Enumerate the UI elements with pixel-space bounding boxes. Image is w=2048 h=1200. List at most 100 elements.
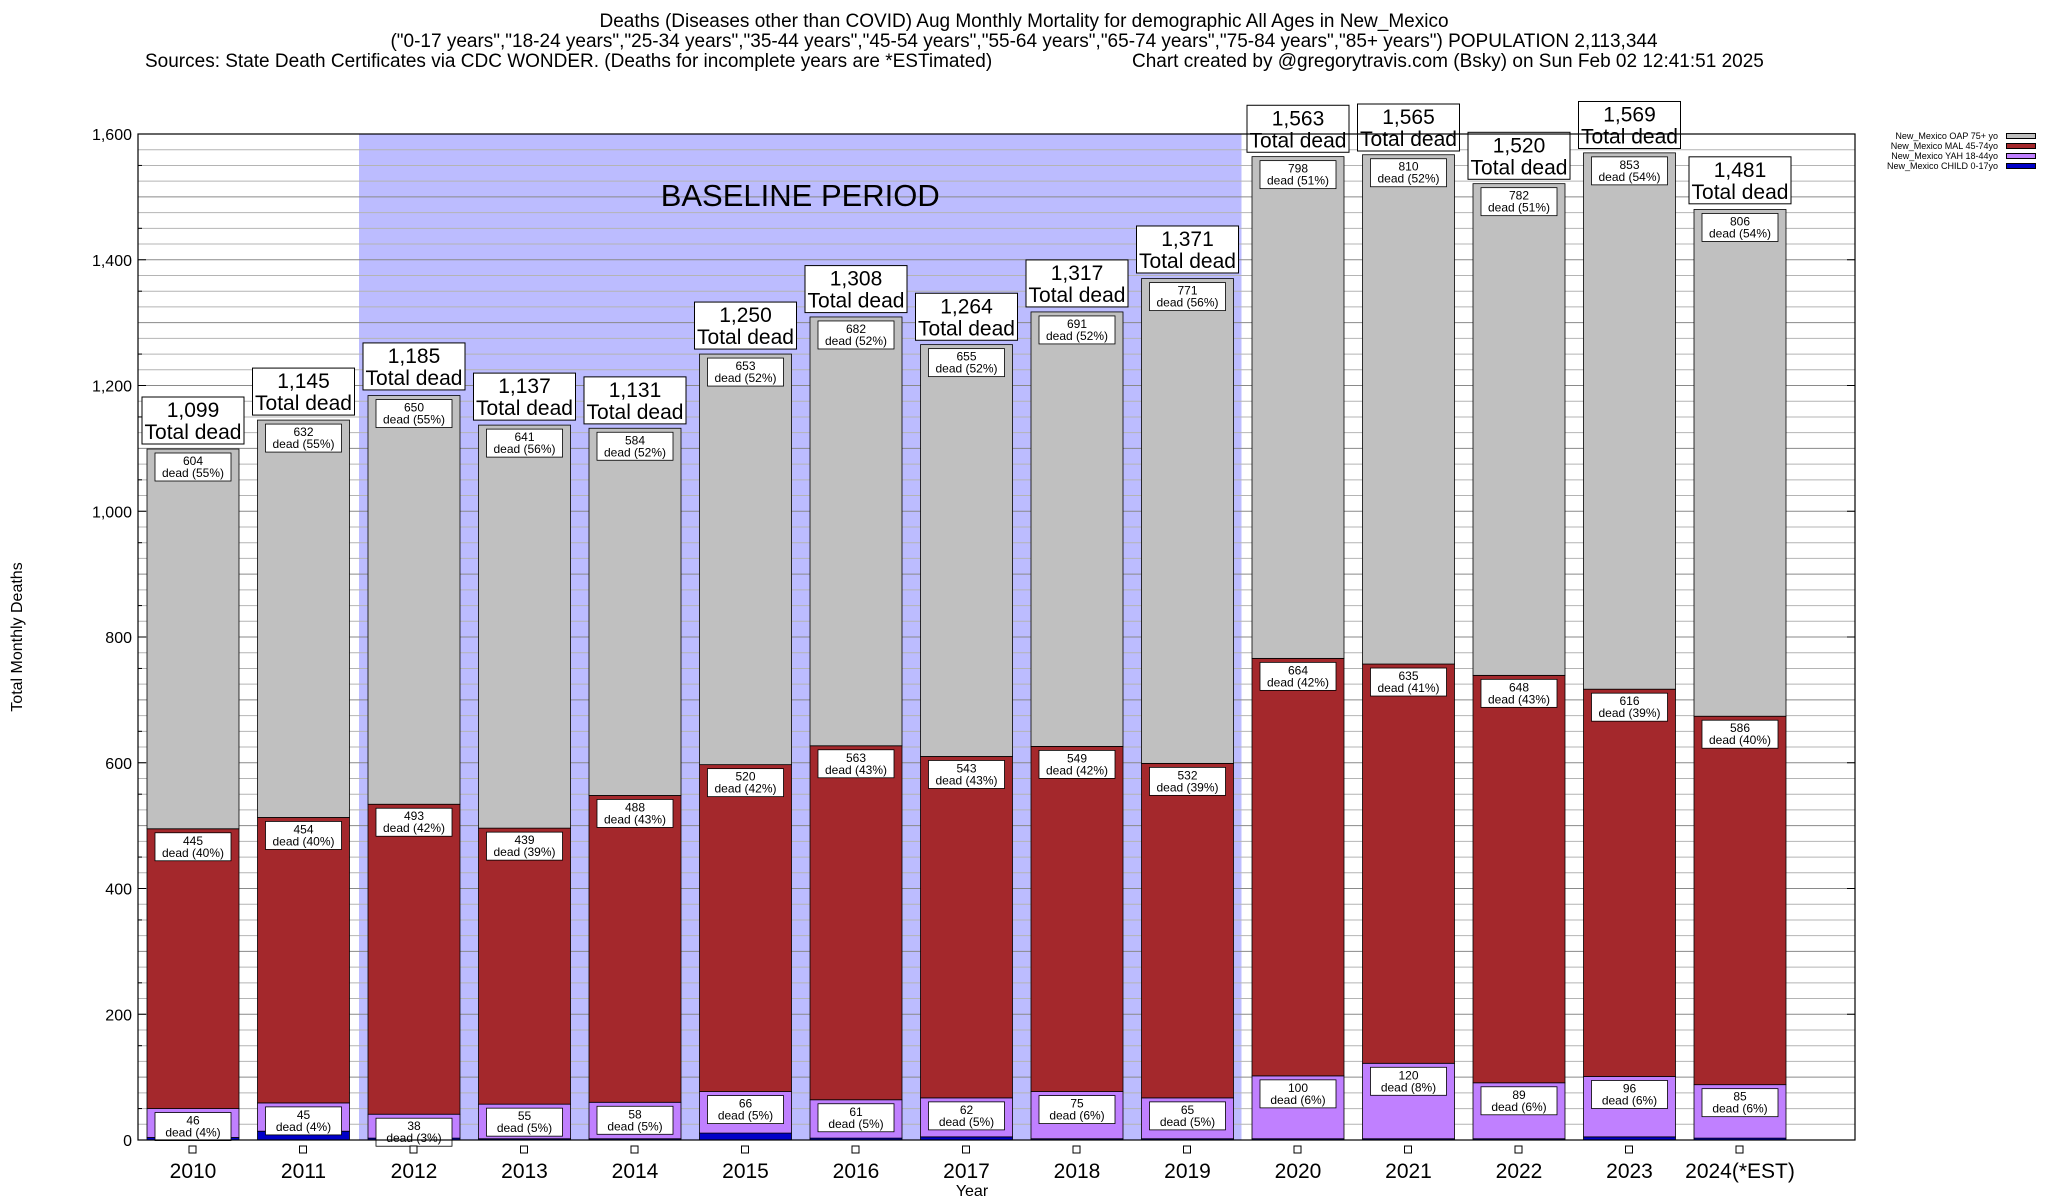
y-axis-label: Total Monthly Deaths bbox=[9, 562, 26, 711]
segment-label-box bbox=[1259, 160, 1337, 190]
bar-segment-oap bbox=[920, 344, 1013, 757]
total-label-value: 1,563 bbox=[1272, 107, 1325, 130]
segment-label-percent: dead (52%) bbox=[935, 362, 997, 376]
bar-segment-mal bbox=[1362, 663, 1455, 1064]
sources-note: Sources: State Death Certificates via CD… bbox=[145, 51, 993, 72]
segment-label-percent: dead (51%) bbox=[1488, 201, 1550, 215]
total-label-value: 1,137 bbox=[498, 375, 551, 398]
x-tick-label: 2012 bbox=[391, 1160, 438, 1183]
segment-label-value: 782 bbox=[1509, 189, 1529, 203]
total-label-suffix: Total dead bbox=[255, 392, 352, 415]
bar-segment-child bbox=[699, 1132, 792, 1141]
segment-label-value: 96 bbox=[1623, 1081, 1637, 1095]
segment-label-value: 46 bbox=[186, 1114, 200, 1128]
segment-label-box bbox=[486, 428, 563, 458]
segment-label-percent: dead (4%) bbox=[165, 1126, 220, 1140]
bar-segment-mal bbox=[257, 817, 350, 1104]
child-count-marker bbox=[299, 1145, 307, 1154]
segment-label-percent: dead (43%) bbox=[935, 773, 997, 787]
segment-label-percent: dead (52%) bbox=[825, 334, 887, 348]
y-tick-label: 800 bbox=[105, 630, 132, 647]
total-label-box bbox=[1357, 103, 1460, 152]
segment-label-box bbox=[1480, 1086, 1558, 1116]
segment-label-box bbox=[1370, 667, 1447, 697]
segment-label-box bbox=[1259, 661, 1337, 691]
child-count-marker bbox=[962, 1145, 970, 1154]
segment-label-box bbox=[1480, 187, 1558, 217]
segment-label-percent: dead (42%) bbox=[383, 821, 445, 835]
segment-label-percent: dead (40%) bbox=[272, 834, 334, 848]
segment-label-box bbox=[817, 320, 895, 350]
segment-label-box bbox=[596, 431, 674, 461]
total-label-suffix: Total dead bbox=[1029, 284, 1126, 307]
y-tick-label: 200 bbox=[105, 1007, 132, 1024]
segment-label-value: 853 bbox=[1619, 158, 1639, 172]
segment-label-box bbox=[1038, 1095, 1116, 1124]
total-label-value: 1,565 bbox=[1382, 106, 1435, 129]
x-tick-label: 2024(*EST) bbox=[1685, 1160, 1795, 1183]
total-label-suffix: Total dead bbox=[476, 397, 573, 420]
segment-label-value: 549 bbox=[1067, 751, 1087, 765]
bar-segment-mal bbox=[920, 756, 1013, 1099]
segment-label-box bbox=[154, 452, 232, 482]
x-tick-label: 2013 bbox=[501, 1160, 548, 1183]
child-count-marker bbox=[1735, 1145, 1744, 1154]
bar-segment-oap bbox=[809, 316, 903, 747]
segment-label-value: 648 bbox=[1509, 680, 1529, 694]
bar-segment-oap bbox=[588, 427, 682, 796]
bar-segment-oap bbox=[257, 419, 350, 818]
legend-label-child: New_Mexico CHILD 0-17yo bbox=[1886, 161, 1998, 171]
segment-label-percent: dead (42%) bbox=[1046, 763, 1108, 777]
segment-label-value: 62 bbox=[960, 1103, 974, 1117]
total-label-suffix: Total dead bbox=[1250, 129, 1347, 152]
x-tick-label: 2020 bbox=[1275, 1160, 1322, 1183]
bar-segment-oap bbox=[1693, 209, 1787, 717]
total-label-box bbox=[473, 372, 576, 421]
segment-label-value: 75 bbox=[1070, 1097, 1084, 1111]
segment-label-box bbox=[1149, 282, 1226, 312]
child-count-marker bbox=[630, 1145, 639, 1154]
segment-label-box bbox=[154, 1112, 232, 1141]
segment-label-percent: dead (54%) bbox=[1598, 170, 1660, 184]
segment-label-box bbox=[928, 760, 1005, 789]
legend-label-oap: New_Mexico OAP 75+ yo bbox=[1895, 131, 1998, 141]
total-label-value: 1,569 bbox=[1603, 103, 1656, 126]
y-tick-label: 0 bbox=[123, 1133, 132, 1150]
total-label-box bbox=[1136, 225, 1239, 274]
child-count-marker bbox=[851, 1145, 860, 1154]
y-tick-label: 1,600 bbox=[92, 127, 132, 144]
total-label-value: 1,481 bbox=[1714, 159, 1767, 182]
segment-label-value: 120 bbox=[1398, 1068, 1418, 1082]
segment-label-box bbox=[1591, 692, 1668, 722]
segment-label-value: 632 bbox=[293, 425, 313, 439]
segment-label-percent: dead (55%) bbox=[162, 466, 224, 480]
y-tick-label: 1,200 bbox=[92, 379, 132, 396]
segment-label-value: 810 bbox=[1398, 160, 1418, 174]
segment-label-box bbox=[1701, 213, 1779, 242]
segment-label-box bbox=[707, 357, 784, 387]
legend-label-mal: New_Mexico MAL 45-74yo bbox=[1890, 141, 1998, 151]
baseline-period-label: BASELINE PERIOD bbox=[661, 178, 940, 213]
bar-segment-oap bbox=[1141, 278, 1234, 764]
segment-label-value: 493 bbox=[404, 809, 424, 823]
segment-label-box bbox=[1370, 158, 1447, 188]
segment-label-box bbox=[707, 768, 784, 798]
segment-label-box bbox=[265, 1106, 342, 1136]
bar-segment-mal bbox=[478, 827, 571, 1105]
segment-label-percent: dead (5%) bbox=[1160, 1115, 1215, 1129]
segment-label-box bbox=[154, 832, 232, 862]
total-label-value: 1,317 bbox=[1051, 262, 1104, 285]
segment-label-value: 89 bbox=[1512, 1088, 1526, 1102]
total-label-suffix: Total dead bbox=[145, 421, 242, 444]
total-label-value: 1,099 bbox=[167, 399, 220, 422]
segment-label-value: 65 bbox=[1181, 1103, 1195, 1117]
segment-label-box bbox=[1591, 1080, 1668, 1109]
segment-label-percent: dead (39%) bbox=[493, 845, 555, 859]
bar-segment-oap bbox=[1472, 183, 1566, 676]
title-line-1: Deaths (Diseases other than COVID) Aug M… bbox=[599, 11, 1449, 32]
segment-label-percent: dead (6%) bbox=[1270, 1093, 1325, 1107]
bar-segment-mal bbox=[367, 803, 461, 1115]
total-label-value: 1,520 bbox=[1493, 134, 1546, 157]
chart-title: Deaths (Diseases other than COVID) Aug M… bbox=[0, 12, 2048, 72]
